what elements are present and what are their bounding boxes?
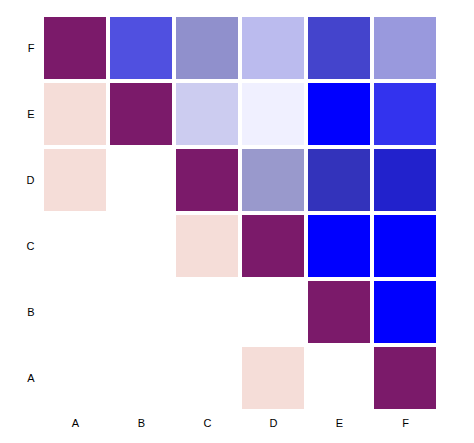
svg-text:C: C (27, 240, 35, 252)
svg-text:B: B (138, 417, 145, 429)
svg-text:A: A (27, 372, 35, 384)
svg-text:E: E (336, 417, 343, 429)
svg-text:D: D (270, 417, 278, 429)
svg-text:C: C (204, 417, 212, 429)
svg-text:B: B (27, 306, 34, 318)
svg-text:F: F (28, 42, 35, 54)
svg-text:E: E (27, 108, 34, 120)
svg-text:F: F (402, 417, 409, 429)
svg-text:D: D (27, 174, 35, 186)
svg-text:A: A (72, 417, 80, 429)
